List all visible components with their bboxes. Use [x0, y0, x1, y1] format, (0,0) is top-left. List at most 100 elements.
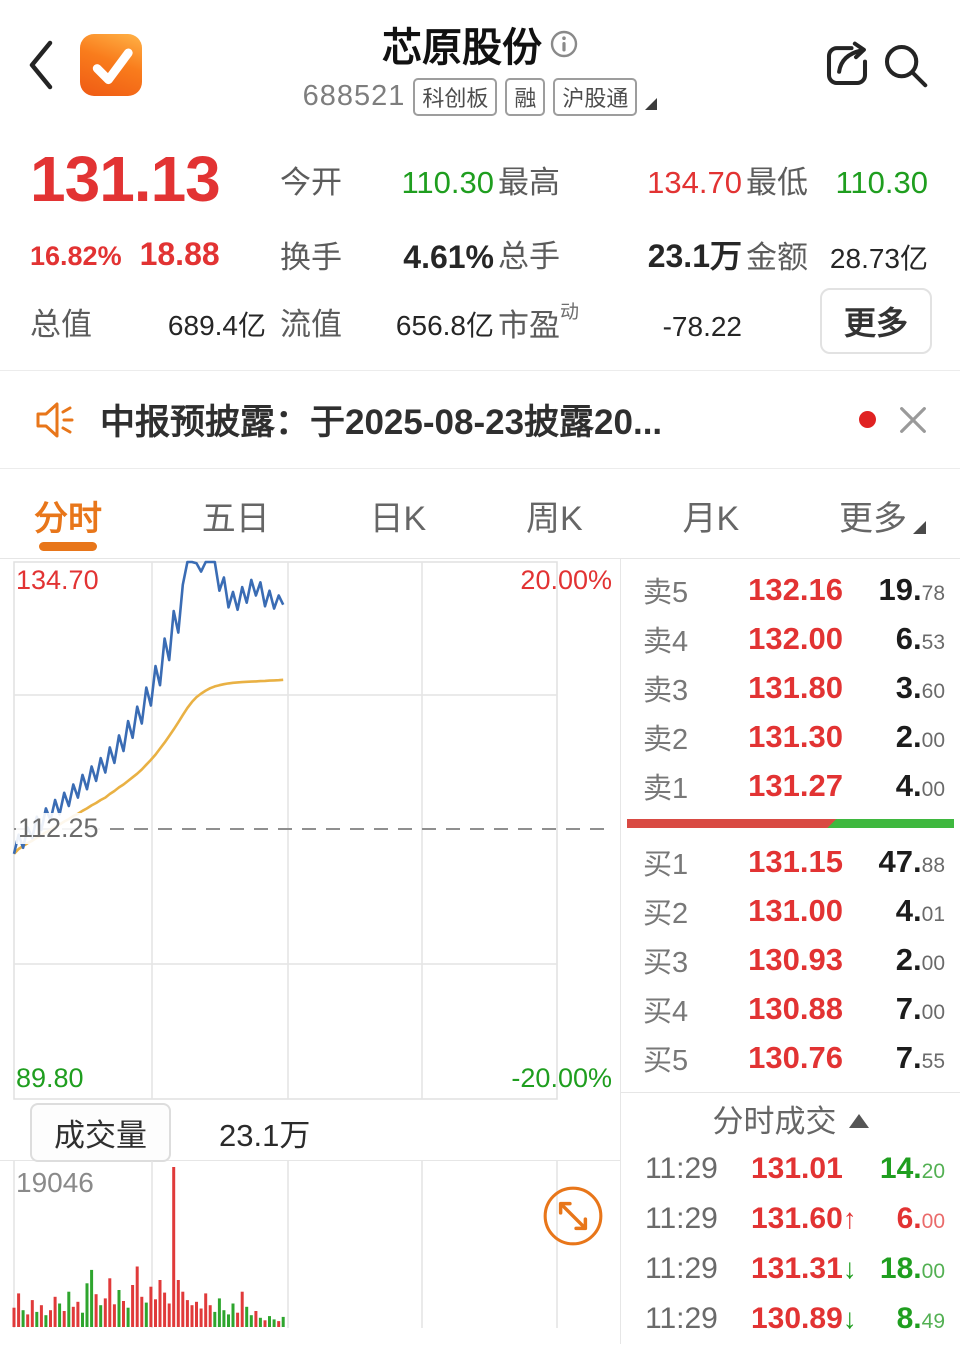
- sell-level-row[interactable]: 卖5 132.16 19.78: [621, 565, 960, 614]
- app-logo-icon[interactable]: [80, 34, 142, 96]
- tab-label: 更多: [838, 500, 907, 538]
- volume-chart-canvas: [12, 1161, 558, 1328]
- minute-chart[interactable]: 134.70 20.00% 112.25 89.80 -20.00%: [0, 559, 620, 1104]
- volume-bar: [249, 1315, 253, 1327]
- volume-bar: [67, 1291, 71, 1327]
- tab-日K[interactable]: 日K: [370, 469, 427, 558]
- buy-level-row[interactable]: 买5 130.76 7.55: [621, 1033, 960, 1082]
- axis-high-pct-label: 20.00%: [520, 565, 612, 595]
- sell-level-row[interactable]: 卖4 132.00 6.53: [621, 614, 960, 663]
- stat-low: 最低 110.30: [746, 157, 932, 202]
- stat-amount-value: 28.73亿: [829, 242, 928, 274]
- stat-pe-sup: 动: [560, 302, 580, 323]
- sell-level-row[interactable]: 卖1 131.27 4.00: [621, 761, 960, 810]
- volume-chart[interactable]: 19046: [0, 1161, 620, 1328]
- level-quantity: 7.00: [895, 990, 945, 1026]
- volume-bar: [21, 1310, 25, 1327]
- expand-chart-button[interactable]: [540, 1183, 606, 1249]
- tick-quantity: 18.00: [879, 1252, 945, 1285]
- volume-bar: [204, 1293, 208, 1327]
- order-book-panel: 卖5 132.16 19.78 卖4 132.00 6.53 卖3 131.80 3.60 卖2 1…: [620, 559, 960, 1344]
- stat-amount-label: 金额: [746, 239, 808, 275]
- tab-五日[interactable]: 五日: [202, 469, 270, 558]
- sell-levels: 卖5 132.16 19.78 卖4 132.00 6.53 卖3 131.80 3.60 卖2 1…: [621, 565, 960, 810]
- announcement-text[interactable]: 中报预披露：于2025-08-23披露20...: [100, 403, 663, 442]
- tab-分时[interactable]: 分时: [34, 469, 102, 558]
- minute-chart-canvas: [12, 560, 612, 1100]
- volume-bar: [158, 1280, 162, 1327]
- volume-indicator-button[interactable]: 成交量: [30, 1102, 171, 1162]
- chart-column: 134.70 20.00% 112.25 89.80 -20.00% 成交量 2…: [0, 559, 620, 1344]
- buy-level-row[interactable]: 买2 131.00 4.01: [621, 886, 960, 935]
- stat-mktcap-value: 689.4亿: [167, 309, 266, 341]
- level-quantity: 19.78: [878, 571, 945, 607]
- volume-bar: [144, 1302, 148, 1327]
- volume-bar: [281, 1316, 285, 1327]
- volume-bar: [126, 1307, 130, 1327]
- stat-float-label: 流值: [280, 306, 342, 342]
- tick-row[interactable]: 11:29 131.01 14.20: [621, 1144, 960, 1194]
- tab-月K[interactable]: 月K: [683, 469, 740, 558]
- buy-level-row[interactable]: 买3 130.93 2.00: [621, 935, 960, 984]
- tick-list-title: 分时成交: [712, 1104, 837, 1139]
- search-button[interactable]: [876, 36, 934, 94]
- tab-更多[interactable]: 更多: [839, 469, 926, 558]
- stat-mktcap: 总值 689.4亿: [30, 299, 280, 344]
- level-quantity: 2.00: [895, 941, 945, 977]
- announcement-bar[interactable]: 中报预披露：于2025-08-23披露20...: [0, 370, 960, 469]
- sell-level-row[interactable]: 卖3 131.80 3.60: [621, 663, 960, 712]
- volume-bar: [53, 1296, 57, 1327]
- buy-level-row[interactable]: 买1 131.15 47.88: [621, 837, 960, 886]
- unread-dot: [859, 411, 876, 428]
- level-label: 买5: [643, 1044, 689, 1077]
- volume-bar: [195, 1301, 198, 1327]
- badge-list: 科创板融沪股通: [405, 77, 638, 116]
- share-icon: [826, 41, 868, 86]
- back-button[interactable]: [26, 30, 70, 100]
- tick-down-arrow-icon: ↓: [842, 1253, 857, 1284]
- tick-row[interactable]: 11:29 131.31↓ 18.00: [621, 1244, 960, 1294]
- level-quantity: 2.00: [895, 718, 945, 754]
- quote-panel: 131.13 今开 110.30 最高 134.70 最低 110.30 16.…: [0, 130, 960, 370]
- last-price: 131.13: [30, 143, 221, 215]
- sell-level-row[interactable]: 卖2 131.30 2.00: [621, 712, 960, 761]
- volume-bar: [240, 1291, 244, 1327]
- level-quantity: 4.01: [895, 892, 945, 928]
- tick-time: 11:29: [645, 1252, 718, 1285]
- tick-quantity: 6.00: [896, 1202, 945, 1235]
- volume-bar: [236, 1312, 240, 1327]
- volume-bar: [254, 1311, 258, 1327]
- volume-bar: [227, 1314, 230, 1327]
- volume-bar: [149, 1286, 153, 1327]
- stat-pe-label: 市盈动: [498, 302, 580, 343]
- buy-sell-depth-bar: [627, 819, 954, 828]
- buy-level-row[interactable]: 买4 130.88 7.00: [621, 984, 960, 1033]
- stat-open-label: 今开: [280, 164, 342, 200]
- stat-volume-label: 总手: [498, 239, 560, 274]
- volume-bar: [39, 1305, 43, 1327]
- volume-bar: [277, 1321, 281, 1327]
- info-icon[interactable]: [550, 30, 578, 58]
- volume-bar: [263, 1320, 267, 1327]
- volume-bar: [167, 1303, 171, 1327]
- search-icon: [884, 44, 928, 88]
- level-price: 130.93: [748, 941, 843, 977]
- volume-bar: [35, 1311, 39, 1327]
- axis-prev-close-label: 112.25: [16, 813, 101, 844]
- axis-high-label: 134.70: [16, 565, 99, 595]
- level-price: 130.88: [748, 990, 843, 1026]
- stock-code: 688521: [302, 80, 406, 112]
- volume-bar: [217, 1298, 221, 1327]
- main-content: 134.70 20.00% 112.25 89.80 -20.00% 成交量 2…: [0, 558, 960, 1344]
- volume-bar: [131, 1285, 135, 1327]
- tick-list-header[interactable]: 分时成交: [621, 1092, 960, 1144]
- share-button[interactable]: [818, 36, 876, 94]
- volume-bar: [30, 1300, 34, 1327]
- tab-label: 日K: [369, 500, 427, 538]
- tick-row[interactable]: 11:29 131.60↑ 6.00: [621, 1194, 960, 1244]
- tick-row[interactable]: 11:29 130.89↓ 8.49: [621, 1294, 960, 1344]
- close-icon[interactable]: [896, 403, 930, 437]
- more-stats-button[interactable]: 更多: [819, 288, 932, 354]
- stock-badge: 沪股通: [553, 77, 638, 116]
- tab-周K[interactable]: 周K: [526, 469, 583, 558]
